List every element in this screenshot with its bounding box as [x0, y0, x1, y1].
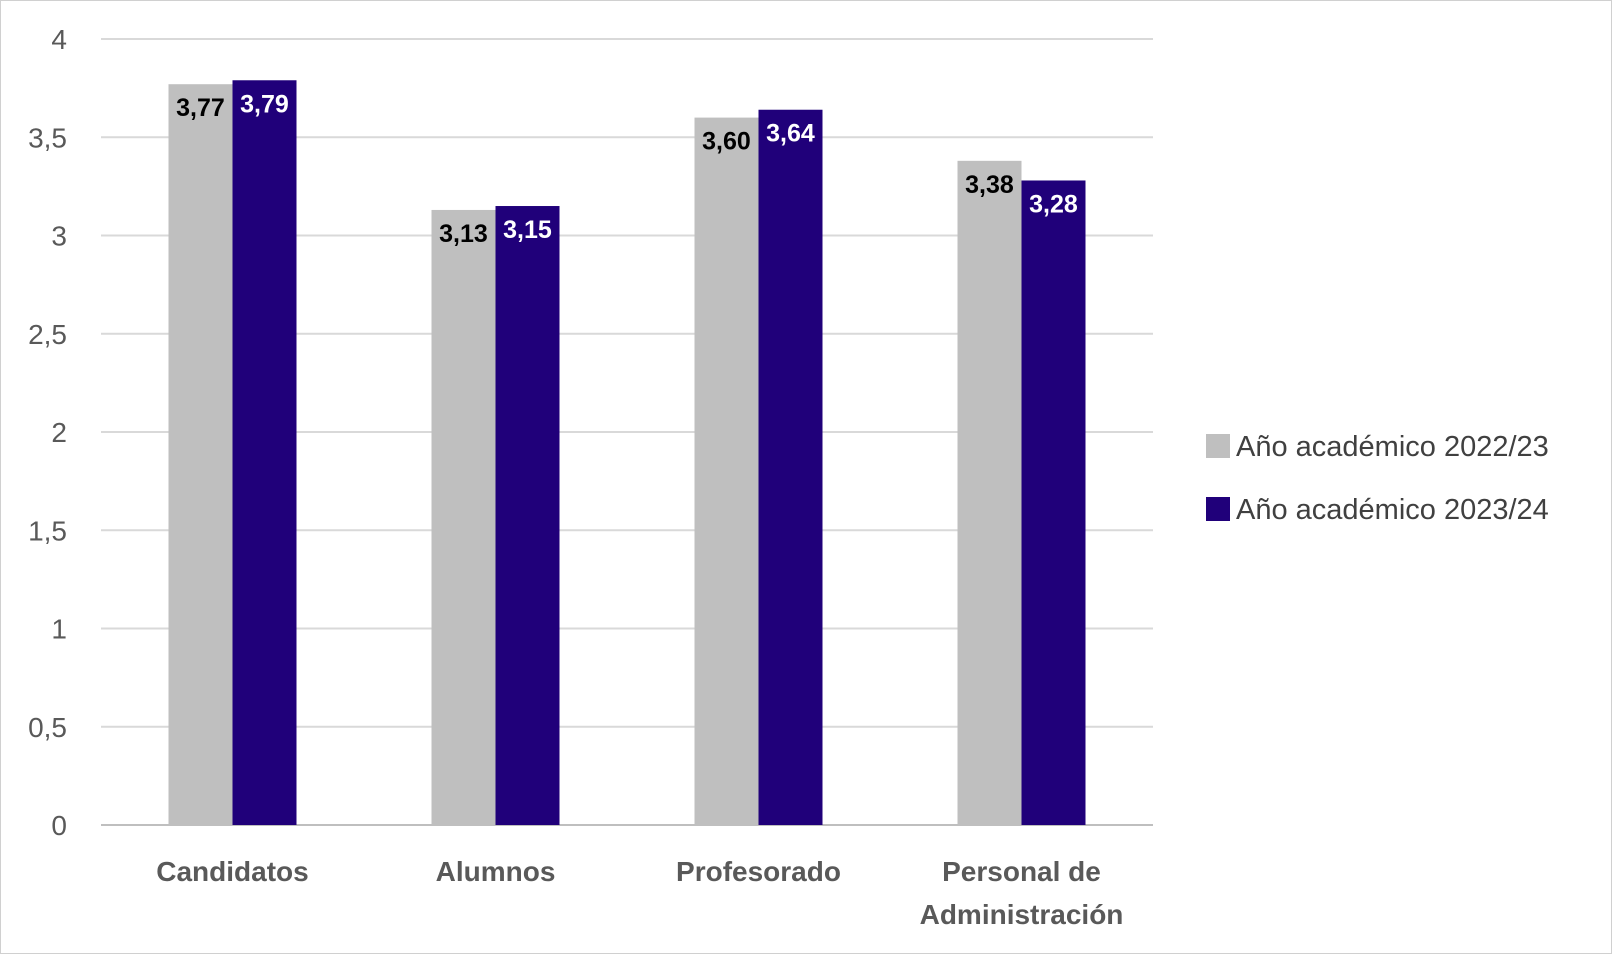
bar [1021, 180, 1086, 826]
legend: Año académico 2022/23 Año académico 2023/… [1206, 431, 1549, 526]
data-label: 3,28 [1029, 190, 1078, 218]
y-axis: 0 0,5 1 1,5 2 2,5 3 3,5 4 [28, 24, 67, 841]
data-label: 3,60 [702, 128, 751, 156]
y-tick-label: 4 [51, 24, 67, 55]
data-label: 3,13 [439, 220, 488, 248]
y-tick-label: 1,5 [28, 515, 67, 546]
data-label: 3,79 [240, 90, 289, 118]
data-label: 3,15 [503, 216, 552, 244]
x-tick-label: Administración [920, 899, 1124, 930]
bar [168, 84, 233, 825]
bar [495, 206, 560, 825]
y-tick-label: 2 [51, 417, 67, 448]
x-tick-label: Profesorado [676, 856, 841, 887]
y-tick-label: 2,5 [28, 319, 67, 350]
data-label: 3,38 [965, 171, 1014, 199]
y-tick-label: 3,5 [28, 122, 67, 153]
legend-label: Año académico 2023/24 [1236, 494, 1549, 526]
legend-label: Año académico 2022/23 [1236, 431, 1549, 463]
x-tick-label: Alumnos [436, 856, 556, 887]
legend-swatch [1206, 434, 1230, 458]
x-tick-label: Candidatos [156, 856, 308, 887]
y-tick-label: 0,5 [28, 712, 67, 743]
bar [694, 117, 759, 826]
bar [232, 80, 297, 825]
data-labels: 3,77 3,79 3,13 3,15 3,60 3,64 3,38 3,28 [176, 90, 1078, 248]
y-tick-label: 1 [51, 614, 67, 645]
bar [758, 109, 823, 826]
data-label: 3,64 [766, 120, 815, 148]
x-tick-label: Personal de [942, 856, 1101, 887]
legend-swatch [1206, 497, 1230, 521]
bar [431, 209, 496, 825]
y-tick-label: 0 [51, 810, 67, 841]
bar [957, 160, 1022, 825]
bars [168, 80, 1086, 826]
y-tick-label: 3 [51, 221, 67, 252]
x-axis: Candidatos Alumnos Profesorado Personal de A… [156, 856, 1123, 930]
data-label: 3,77 [176, 94, 225, 122]
